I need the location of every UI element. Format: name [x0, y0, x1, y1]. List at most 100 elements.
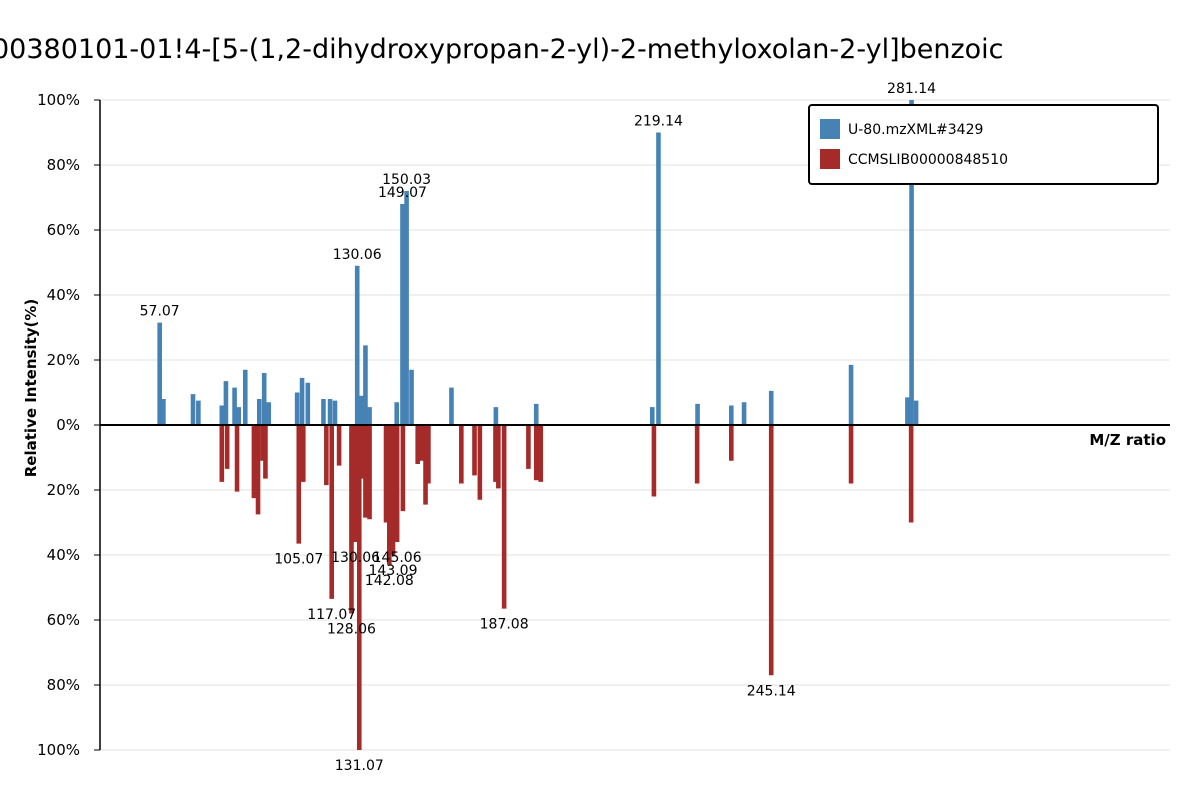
query-peak-bar	[161, 399, 166, 425]
library-peak-bar	[493, 425, 498, 482]
library-peak-bar	[694, 425, 700, 484]
library-peak-bar	[768, 425, 774, 676]
query-peak-bar	[394, 402, 400, 425]
query-peak-bar	[236, 407, 241, 425]
library-peak-bar	[367, 425, 372, 520]
query-peak-bar	[409, 369, 414, 425]
x-axis-label: M/Z ratio	[1089, 431, 1166, 449]
library-peak-bar	[426, 425, 431, 484]
query-peak-bar	[266, 402, 272, 425]
legend-label-query: U-80.mzXML#3429	[848, 122, 983, 138]
query-peak-label: 57.07	[140, 304, 180, 320]
query-peak-bar	[649, 407, 655, 425]
library-peak-bar	[729, 425, 734, 461]
library-peak-bar	[224, 425, 230, 469]
query-peak-bar	[909, 100, 914, 425]
library-peak-bar	[324, 425, 329, 486]
query-peak-bar	[242, 369, 248, 425]
library-peak-bar	[848, 425, 854, 484]
y-tick-label: 100%	[37, 91, 80, 109]
library-peak-bar	[349, 425, 354, 614]
library-peak-bar	[387, 425, 392, 565]
library-peak-bar	[255, 425, 261, 515]
axes	[99, 100, 1170, 750]
library-peak-bar	[415, 425, 421, 464]
library-peak-label: 117.07	[307, 607, 356, 623]
library-peak-bar	[459, 425, 464, 484]
library-peak-bar	[356, 425, 362, 750]
library-peak-bar	[419, 425, 424, 461]
query-peak-bar	[223, 381, 229, 425]
y-tick-label: 0%	[56, 416, 80, 434]
library-peak-bar	[400, 425, 406, 512]
query-peak-label: 219.14	[634, 114, 683, 130]
library-peak-bar	[477, 425, 483, 500]
query-peak-bar	[913, 400, 919, 425]
library-peak-bar	[353, 425, 358, 542]
library-peak-bar	[538, 425, 544, 482]
query-peak-bar	[261, 373, 267, 425]
library-peak-bar	[363, 425, 368, 518]
query-peak-bar	[219, 405, 225, 425]
library-peak-bar	[423, 425, 428, 505]
y-tick-label: 40%	[47, 286, 80, 304]
library-peak-label: 105.07	[274, 552, 323, 568]
legend-swatch-library	[820, 149, 840, 169]
query-peak-label: 281.14	[887, 81, 936, 97]
library-peak-bar	[390, 425, 396, 555]
y-tick-label: 100%	[37, 741, 80, 759]
query-peak-bar	[905, 397, 910, 425]
library-peak-bar	[651, 425, 657, 497]
library-peak-bar	[251, 425, 257, 499]
query-peak-bar	[533, 403, 539, 425]
library-peak-label: 128.06	[327, 622, 376, 638]
library-peak-label: 143.09	[369, 563, 418, 579]
library-peak-label: 131.07	[335, 758, 384, 774]
y-axis-label: Relative Intensity(%)	[22, 299, 40, 478]
legend-label-library: CCMSLIB00000848510	[848, 152, 1008, 168]
library-peak-bar	[301, 425, 306, 482]
query-peak-bar	[359, 395, 365, 425]
library-peak-bar	[336, 425, 342, 466]
library-peak-bar	[296, 425, 302, 544]
query-peak-bar	[354, 265, 360, 425]
legend: U-80.mzXML#3429 CCMSLIB00000848510	[808, 104, 1159, 185]
query-peak-bar	[327, 399, 333, 425]
y-tick-label: 60%	[47, 611, 80, 629]
legend-swatch-query	[820, 119, 840, 139]
spectrum-bars	[157, 100, 919, 750]
query-peak-bar	[363, 345, 368, 425]
query-peak-bar	[729, 405, 734, 425]
query-peak-bar	[367, 407, 372, 425]
library-peak-bar	[234, 425, 240, 492]
y-tick-label: 40%	[47, 546, 80, 564]
query-peak-bar	[400, 204, 405, 425]
query-peak-bar	[741, 402, 747, 425]
library-peak-bar	[359, 425, 365, 479]
query-peak-bar	[768, 390, 774, 425]
query-peak-bar	[493, 407, 499, 425]
query-peak-label: 149.07	[378, 185, 427, 201]
query-peak-bar	[449, 387, 454, 425]
library-peak-bar	[263, 425, 268, 479]
query-peak-bar	[256, 399, 262, 425]
query-peak-bar	[695, 403, 700, 425]
y-axis-ticks: 100% 80% 60% 40% 20% 0% 20% 40% 60% 80% 100%	[37, 91, 100, 759]
chart-title: 00380101-01!4-[5-(1,2-dihydroxypropan-2-…	[0, 34, 1004, 65]
y-tick-label: 60%	[47, 221, 80, 239]
library-peak-label: 145.06	[373, 550, 422, 566]
query-peak-bar	[656, 132, 661, 425]
y-tick-label: 80%	[47, 156, 80, 174]
y-tick-label: 80%	[47, 676, 80, 694]
query-peak-bar	[232, 387, 237, 425]
library-peak-bar	[219, 425, 225, 482]
library-peak-bar	[329, 425, 334, 599]
query-peak-bar	[332, 400, 338, 425]
library-peak-bar	[908, 425, 914, 523]
query-peak-bar	[299, 377, 305, 425]
library-peak-bar	[496, 425, 501, 489]
query-peak-bar	[157, 322, 162, 425]
y-tick-label: 20%	[47, 351, 80, 369]
